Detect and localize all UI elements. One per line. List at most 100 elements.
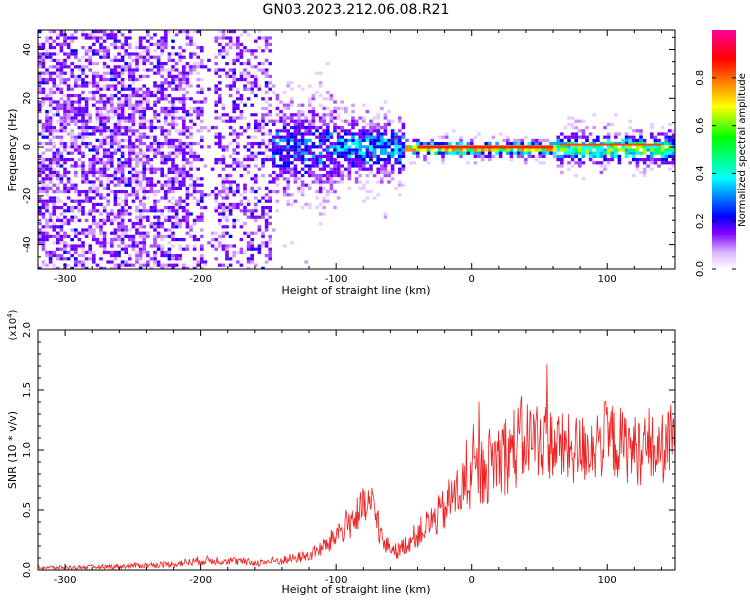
heatmap-cell bbox=[308, 138, 312, 142]
heatmap-cell bbox=[434, 151, 438, 155]
heatmap-cell bbox=[214, 36, 218, 40]
heatmap-cell bbox=[171, 177, 175, 181]
heatmap-cell bbox=[88, 250, 92, 254]
heatmap-cell bbox=[628, 119, 632, 123]
heatmap-cell bbox=[272, 145, 276, 149]
heatmap-cell bbox=[131, 222, 136, 226]
heatmap-cell bbox=[146, 94, 150, 98]
heatmap-cell bbox=[516, 151, 521, 155]
heatmap-cell bbox=[120, 65, 125, 69]
heatmap-cell bbox=[88, 167, 92, 171]
heatmap-cell bbox=[614, 142, 618, 146]
heatmap-cell bbox=[95, 154, 100, 158]
heatmap-cell bbox=[574, 148, 578, 152]
heatmap-cell bbox=[88, 113, 92, 117]
heatmap-cell bbox=[405, 138, 409, 142]
heatmap-cell bbox=[74, 215, 78, 219]
heatmap-cell bbox=[192, 65, 197, 69]
heatmap-cell bbox=[52, 58, 56, 62]
heatmap-cell bbox=[48, 234, 53, 238]
heatmap-cell bbox=[128, 177, 132, 181]
heatmap-cell bbox=[347, 148, 352, 152]
heatmap-cell bbox=[311, 180, 316, 184]
heatmap-cell bbox=[408, 161, 413, 165]
heatmap-cell bbox=[110, 250, 114, 254]
heatmap-cell bbox=[124, 126, 128, 130]
heatmap-cell bbox=[473, 154, 478, 158]
heatmap-cell bbox=[56, 154, 60, 158]
heatmap-cell bbox=[290, 202, 294, 206]
heatmap-cell bbox=[160, 209, 164, 213]
heatmap-cell bbox=[59, 180, 64, 184]
heatmap-cell bbox=[308, 151, 312, 155]
heatmap-cell bbox=[268, 81, 272, 85]
heatmap-cell bbox=[99, 145, 103, 149]
heatmap-cell bbox=[578, 164, 582, 168]
heatmap-cell bbox=[369, 145, 373, 149]
heatmap-cell bbox=[347, 151, 352, 155]
heatmap-cell bbox=[596, 145, 600, 149]
heatmap-cell bbox=[358, 132, 362, 136]
heatmap-cell bbox=[275, 151, 280, 155]
heatmap-cell bbox=[113, 218, 118, 222]
heatmap-cell bbox=[92, 132, 96, 136]
heatmap-cell bbox=[315, 164, 319, 168]
heatmap-cell bbox=[279, 167, 283, 171]
heatmap-cell bbox=[376, 138, 380, 142]
heatmap-cell bbox=[45, 190, 49, 194]
heatmap-cell bbox=[106, 199, 110, 203]
heatmap-cell bbox=[84, 234, 89, 238]
heatmap-cell bbox=[243, 74, 247, 78]
heatmap-cell bbox=[189, 212, 193, 216]
heatmap-cell bbox=[189, 148, 193, 152]
heatmap-cell bbox=[380, 180, 384, 184]
heatmap-cell bbox=[77, 244, 82, 248]
heatmap-cell bbox=[351, 103, 355, 107]
heatmap-cell bbox=[66, 113, 71, 117]
heatmap-cell bbox=[243, 116, 247, 120]
heatmap-cell bbox=[178, 247, 182, 251]
heatmap-cell bbox=[192, 190, 197, 194]
heatmap-cell bbox=[304, 148, 308, 152]
heatmap-cell bbox=[156, 180, 161, 184]
heatmap-cell bbox=[221, 263, 226, 267]
heatmap-cell bbox=[189, 84, 193, 88]
heatmap-cell bbox=[311, 126, 316, 130]
heatmap-cell bbox=[369, 129, 373, 133]
heatmap-cell bbox=[149, 170, 154, 174]
heatmap-cell bbox=[146, 161, 150, 165]
heatmap-cell bbox=[376, 193, 380, 197]
heatmap-cell bbox=[214, 247, 218, 251]
heatmap-cell bbox=[221, 244, 226, 248]
heatmap-cell bbox=[113, 148, 118, 152]
heatmap-cell bbox=[264, 199, 269, 203]
heatmap-cell bbox=[167, 58, 172, 62]
heatmap-cell bbox=[268, 215, 272, 219]
heatmap-cell bbox=[246, 74, 251, 78]
heatmap-cell bbox=[311, 106, 316, 110]
heatmap-cell bbox=[574, 138, 578, 142]
heatmap-cell bbox=[149, 145, 154, 149]
heatmap-cell bbox=[329, 97, 334, 101]
heatmap-cell bbox=[257, 129, 262, 133]
heatmap-cell bbox=[376, 135, 380, 139]
heatmap-cells bbox=[38, 30, 675, 269]
heatmap-cell bbox=[581, 161, 586, 165]
heatmap-cell bbox=[45, 129, 49, 133]
heatmap-cell bbox=[178, 142, 182, 146]
heatmap-cell bbox=[81, 106, 85, 110]
heatmap-cell bbox=[506, 148, 510, 152]
heatmap-cell bbox=[174, 106, 179, 110]
heatmap-cell bbox=[185, 135, 190, 139]
heatmap-cell bbox=[322, 113, 326, 117]
heatmap-cell bbox=[250, 190, 254, 194]
heatmap-cell bbox=[88, 90, 92, 94]
heatmap-cell bbox=[52, 212, 56, 216]
heatmap-cell bbox=[639, 129, 643, 133]
heatmap-cell bbox=[146, 103, 150, 107]
heatmap-cell bbox=[308, 126, 312, 130]
heatmap-cell bbox=[218, 30, 222, 34]
heatmap-cell bbox=[221, 158, 226, 162]
heatmap-cell bbox=[110, 154, 114, 158]
heatmap-cell bbox=[56, 33, 60, 37]
